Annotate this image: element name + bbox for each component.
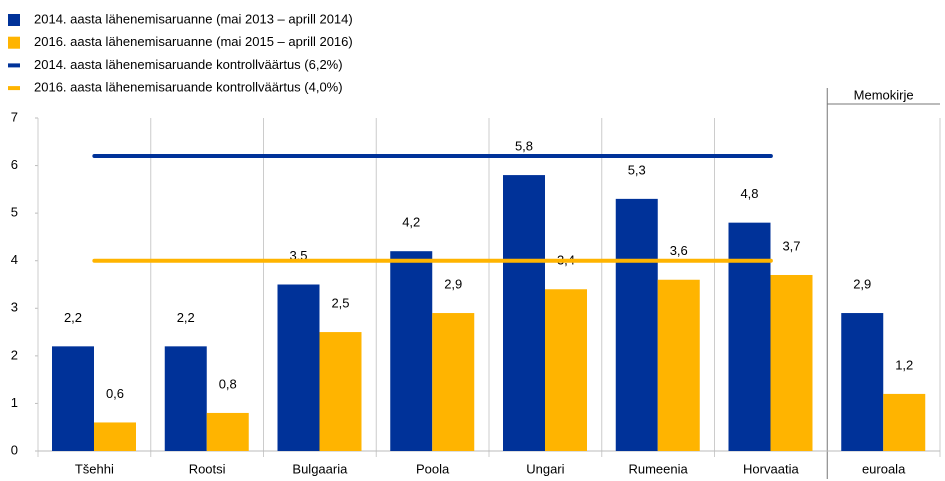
value-label: 5,8: [515, 139, 533, 154]
legend-swatch: [8, 36, 20, 49]
bar: [657, 279, 700, 451]
bar: [545, 289, 587, 451]
value-label: 4,8: [740, 186, 758, 201]
bar: [883, 393, 926, 451]
legend-label: 2014. aasta lähenemisaruanne (mai 2013 –…: [34, 11, 353, 26]
bar: [770, 274, 813, 451]
x-tick-label: Ungari: [526, 461, 564, 476]
y-tick-label: 5: [11, 205, 18, 220]
x-tick-label: Rumeenia: [628, 461, 688, 476]
annotation: Memokirje: [854, 87, 914, 102]
y-tick-label: 2: [11, 347, 18, 362]
value-label: 1,2: [895, 357, 913, 372]
y-tick-label: 0: [11, 442, 18, 457]
bar: [277, 284, 320, 451]
x-tick-label: Tšehhi: [75, 461, 114, 476]
bar: [615, 198, 658, 451]
value-label: 3,6: [670, 243, 688, 258]
bar: [390, 251, 433, 451]
y-tick-label: 1: [11, 395, 18, 410]
bar: [164, 346, 207, 451]
value-label: 2,5: [331, 296, 349, 311]
x-tick-label: Bulgaaria: [292, 461, 348, 476]
bar: [841, 313, 884, 451]
value-label: 2,9: [853, 276, 871, 291]
legend-label: 2016. aasta lähenemisaruande kontrollvää…: [34, 80, 343, 95]
legend-label: 2016. aasta lähenemisaruanne (mai 2015 –…: [34, 34, 353, 49]
y-tick-label: 6: [11, 157, 18, 172]
bar: [319, 332, 362, 451]
bar: [432, 313, 475, 451]
bar: [52, 346, 94, 451]
value-label: 2,9: [444, 276, 462, 291]
value-label: 0,6: [106, 386, 124, 401]
x-tick-label: euroala: [862, 461, 906, 476]
y-tick-label: 3: [11, 300, 18, 315]
y-tick-label: 4: [11, 252, 18, 267]
value-label: 4,2: [402, 215, 420, 230]
value-label: 2,2: [177, 310, 195, 325]
value-label: 2,2: [64, 310, 82, 325]
value-label: 0,8: [219, 376, 237, 391]
bar: [503, 175, 545, 452]
value-label: 5,3: [628, 162, 646, 177]
y-tick-label: 7: [11, 109, 18, 124]
bar: [206, 412, 249, 451]
bar: [728, 222, 771, 451]
legend-swatch: [8, 14, 20, 26]
x-tick-label: Horvaatia: [743, 461, 799, 476]
x-tick-label: Poola: [416, 461, 450, 476]
value-label: 3,7: [782, 238, 800, 253]
legend-label: 2014. aasta lähenemisaruande kontrollvää…: [34, 57, 343, 72]
x-tick-label: Rootsi: [189, 461, 226, 476]
bar: [94, 422, 136, 451]
